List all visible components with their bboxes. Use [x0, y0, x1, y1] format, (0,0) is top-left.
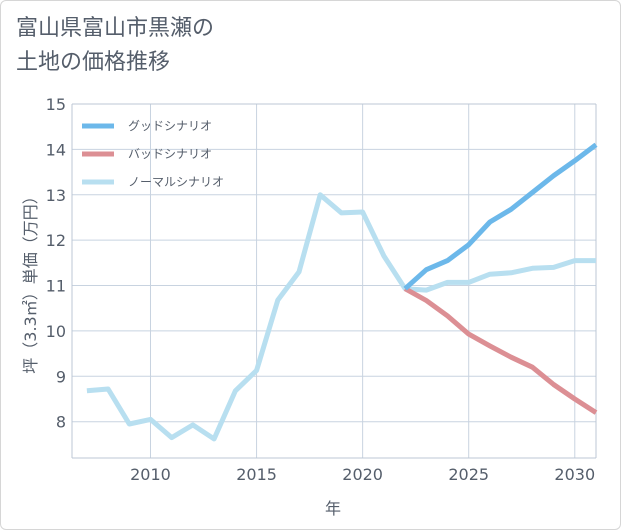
x-tick-label: 2010	[130, 465, 171, 484]
x-tick-label: 2025	[448, 465, 489, 484]
y-axis-title: 坪（3.3㎡）単価（万円）	[21, 188, 40, 373]
y-tick-label: 13	[46, 186, 66, 205]
y-tick-label: 14	[46, 140, 66, 159]
y-tick-label: 11	[46, 277, 66, 296]
x-axis-title: 年	[325, 499, 341, 518]
series-line-normal	[86, 192, 596, 442]
series-line-bad	[403, 286, 598, 415]
y-tick-label: 8	[56, 413, 66, 432]
y-tick-label: 15	[46, 95, 66, 114]
x-tick-label: 2030	[554, 465, 595, 484]
y-tick-label: 10	[46, 322, 66, 341]
legend-label: ノーマルシナリオ	[128, 175, 224, 189]
y-tick-label: 9	[56, 367, 66, 386]
legend-label: グッドシナリオ	[128, 119, 212, 133]
chart-title: 富山県富山市黒瀬の 土地の価格推移	[16, 16, 215, 75]
y-tick-label: 12	[46, 231, 66, 250]
series-line-good	[403, 142, 598, 291]
x-tick-label: 2015	[236, 465, 277, 484]
legend-label: バッドシナリオ	[128, 147, 212, 161]
x-tick-label: 2020	[342, 465, 383, 484]
